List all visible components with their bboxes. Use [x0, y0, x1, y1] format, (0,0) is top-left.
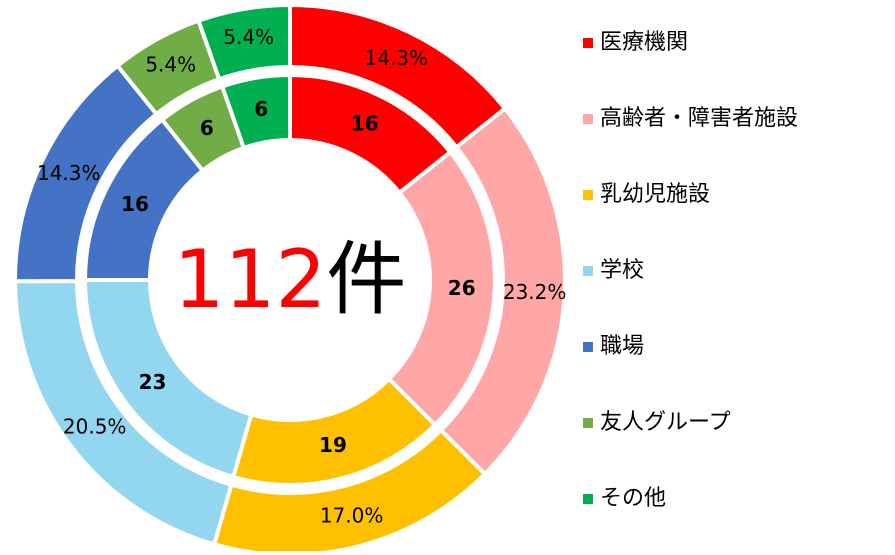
data-label: 19 [319, 433, 347, 457]
data-label: 14.3% [365, 46, 429, 70]
legend-label: 高齢者・障害者施設 [600, 106, 798, 131]
data-label: 5.4% [223, 25, 274, 49]
data-label: 14.3% [37, 161, 101, 185]
legend-marker [583, 266, 593, 276]
legend-label: 学校 [600, 258, 644, 283]
ring-segment [196, 2, 292, 82]
legend-label: その他 [600, 486, 666, 511]
legend-label: 職場 [600, 334, 644, 359]
legend-marker [583, 38, 593, 48]
legend-marker [583, 418, 593, 428]
ring-segment [219, 72, 292, 151]
legend-label: 乳幼児施設 [600, 182, 710, 207]
data-label: 16 [351, 112, 379, 136]
data-label: 26 [448, 276, 476, 300]
total-unit: 件 [326, 233, 406, 326]
data-label: 5.4% [145, 52, 196, 76]
data-label: 16 [121, 192, 149, 216]
center-total: 112件 [174, 233, 407, 326]
legend-marker [583, 342, 593, 352]
data-label: 6 [254, 97, 268, 121]
legend-marker [583, 494, 593, 504]
total-number: 112 [174, 233, 327, 326]
legend-label: 友人グループ [600, 410, 731, 435]
legend-marker [583, 114, 593, 124]
data-label: 6 [200, 116, 214, 140]
data-label: 17.0% [320, 504, 384, 528]
data-label: 23.2% [503, 280, 567, 304]
data-label: 20.5% [63, 414, 127, 438]
legend-label: 医療機関 [600, 30, 688, 55]
data-label: 23 [139, 370, 167, 394]
legend-marker [583, 190, 593, 200]
ring-segment [386, 149, 497, 428]
